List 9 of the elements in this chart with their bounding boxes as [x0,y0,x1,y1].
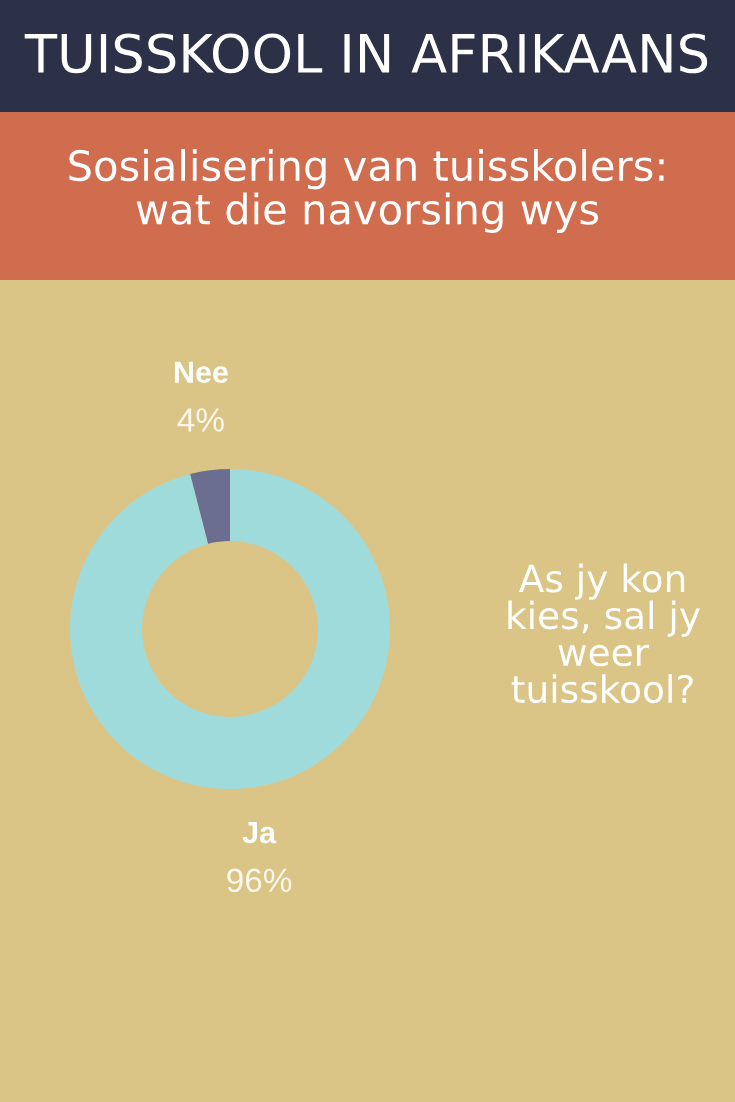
donut-slice [70,469,390,789]
data-label: 4% [177,408,224,432]
slice-label: Nee [174,361,228,384]
text: As jy kon kies, sal jy weer tuisskool? [508,563,700,704]
donut-slice [190,469,230,544]
slice-label: Ja [242,822,277,844]
chart-title: TUISSKOOL IN AFRIKAANS [24,33,708,74]
chart-subtitle: Sosialisering van tuisskolers: wat die navorsing wys [69,149,664,233]
data-label: 96% [227,868,292,893]
